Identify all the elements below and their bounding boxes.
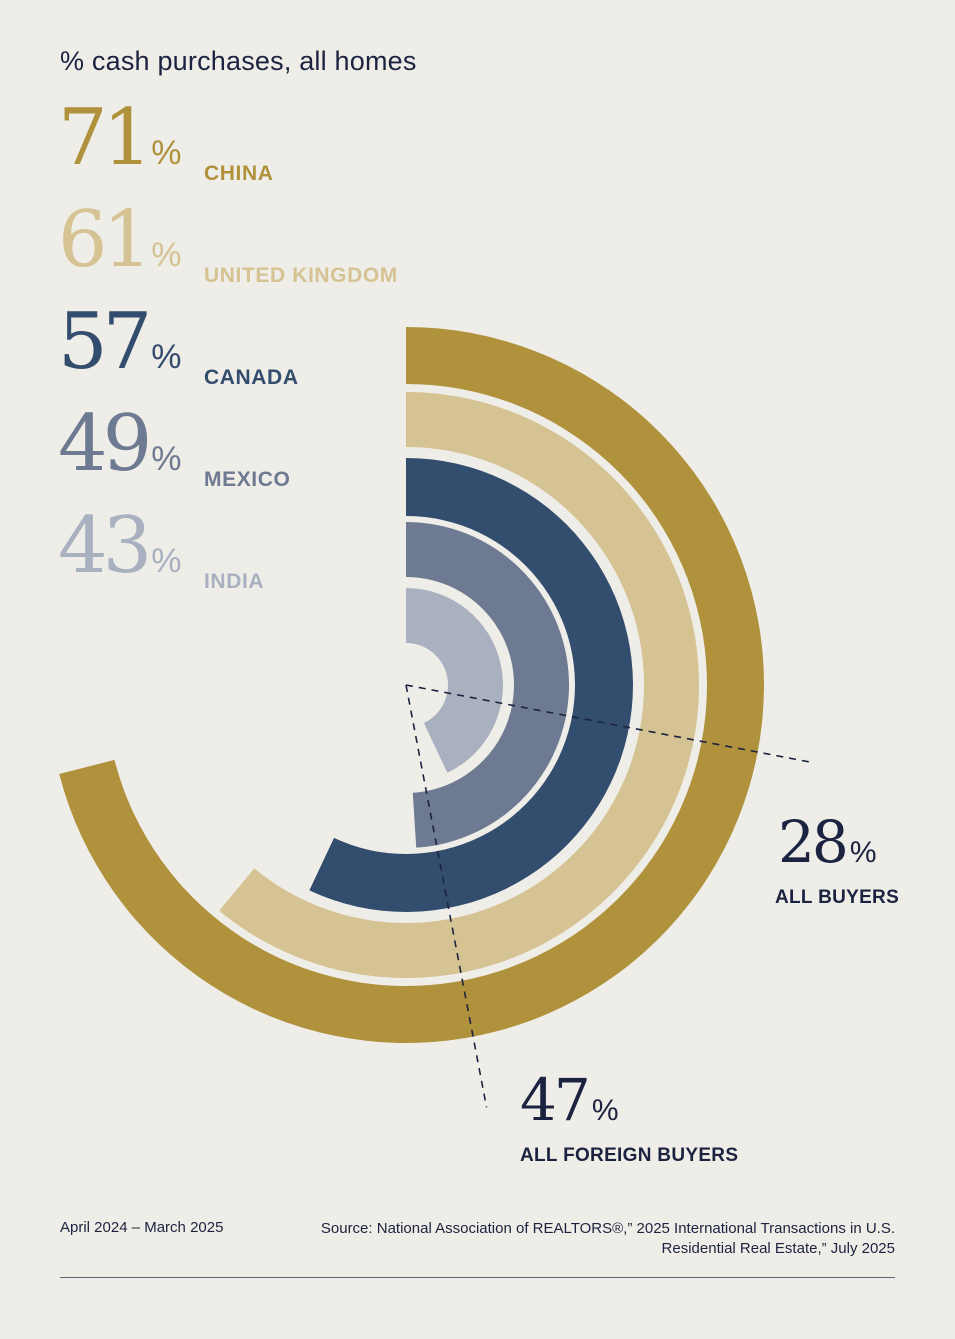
legend-value-mexico: 49% xyxy=(58,399,182,489)
legend-value-united-kingdom: 61% xyxy=(58,195,182,285)
legend-value-canada: 57% xyxy=(58,297,182,387)
callout-all-buyers: 28% ALL BUYERS xyxy=(775,808,900,909)
arc-india xyxy=(406,588,504,773)
callout-all-foreign-buyers: 47% ALL FOREIGN BUYERS xyxy=(520,1070,738,1167)
legend-label-united-kingdom: UNITED KINGDOM xyxy=(204,264,398,287)
callout-all-buyers-value: 28% xyxy=(778,808,877,876)
legend-label-india: INDIA xyxy=(204,570,265,593)
reference-line-layer xyxy=(405,684,809,1108)
legend-item-mexico: 49% MEXICO xyxy=(58,405,478,498)
legend-item-canada: 57% CANADA xyxy=(58,303,478,396)
arc-canada xyxy=(309,458,633,912)
footer-divider xyxy=(60,1277,895,1278)
legend-label-china: CHINA xyxy=(204,162,274,185)
legend-item-india: 43% INDIA xyxy=(58,507,478,600)
callout-all-foreign-buyers-label: ALL FOREIGN BUYERS xyxy=(520,1145,739,1166)
arc-layer xyxy=(59,327,764,1043)
reference-line-all-buyers xyxy=(405,684,809,763)
footer-source-line-1: Source: National Association of REALTORS… xyxy=(320,1220,895,1237)
footer-source-line-2: Residential Real Estate,” July 2025 xyxy=(661,1240,895,1257)
legend-item-united-kingdom: 61% UNITED KINGDOM xyxy=(58,201,478,294)
legend-value-china: 71% xyxy=(58,93,182,183)
chart-title: % cash purchases, all homes xyxy=(60,46,417,76)
callout-all-buyers-label: ALL BUYERS xyxy=(775,887,900,908)
legend-item-china: 71% CHINA xyxy=(58,99,478,192)
legend-label-canada: CANADA xyxy=(204,366,299,389)
legend-value-india: 43% xyxy=(58,501,182,591)
callout-all-foreign-buyers-value: 47% xyxy=(520,1066,619,1134)
footer-source: Source: National Association of REALTORS… xyxy=(295,1219,895,1259)
footer-period: April 2024 – March 2025 xyxy=(60,1219,224,1236)
arc-mexico xyxy=(406,522,569,848)
reference-line-all-foreign-buyers xyxy=(405,684,488,1108)
legend-label-mexico: MEXICO xyxy=(204,468,291,491)
arc-united-kingdom xyxy=(219,392,700,979)
